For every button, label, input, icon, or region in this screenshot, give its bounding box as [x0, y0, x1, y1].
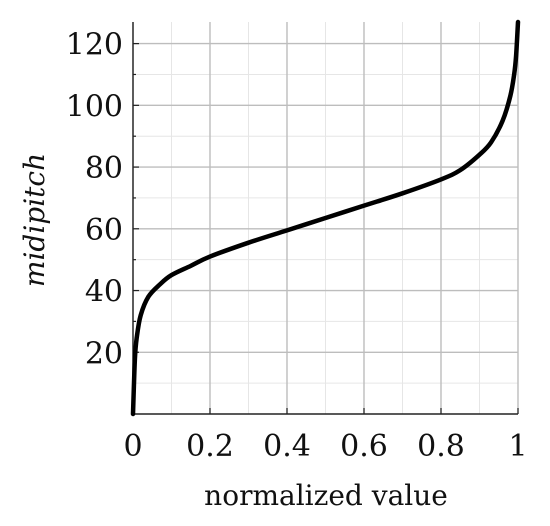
x-tick-label: 0.4	[263, 429, 311, 464]
y-tick-label: 100	[66, 89, 123, 124]
x-tick-label: 0.8	[417, 429, 465, 464]
x-axis-title: normalized value	[204, 479, 448, 512]
y-tick-label: 80	[85, 151, 123, 186]
y-tick-label: 40	[85, 275, 123, 310]
x-tick-label: 0.2	[186, 429, 234, 464]
y-tick-labels: 20 40 60 80 100 120	[66, 28, 123, 372]
series-line	[130, 19, 521, 417]
minor-grid	[133, 22, 518, 414]
y-tick-label: 20	[85, 336, 123, 371]
x-tick-label: 1	[508, 429, 527, 464]
y-axis-title: midipitch	[18, 153, 51, 287]
y-tick-label: 120	[66, 28, 123, 63]
axes	[132, 22, 518, 415]
x-tick-label: 0	[123, 429, 142, 464]
x-tick-labels: 0 0.2 0.4 0.6 0.8 1	[123, 429, 527, 464]
y-tick-label: 60	[85, 213, 123, 248]
x-tick-label: 0.6	[340, 429, 388, 464]
series-layer	[130, 19, 521, 417]
